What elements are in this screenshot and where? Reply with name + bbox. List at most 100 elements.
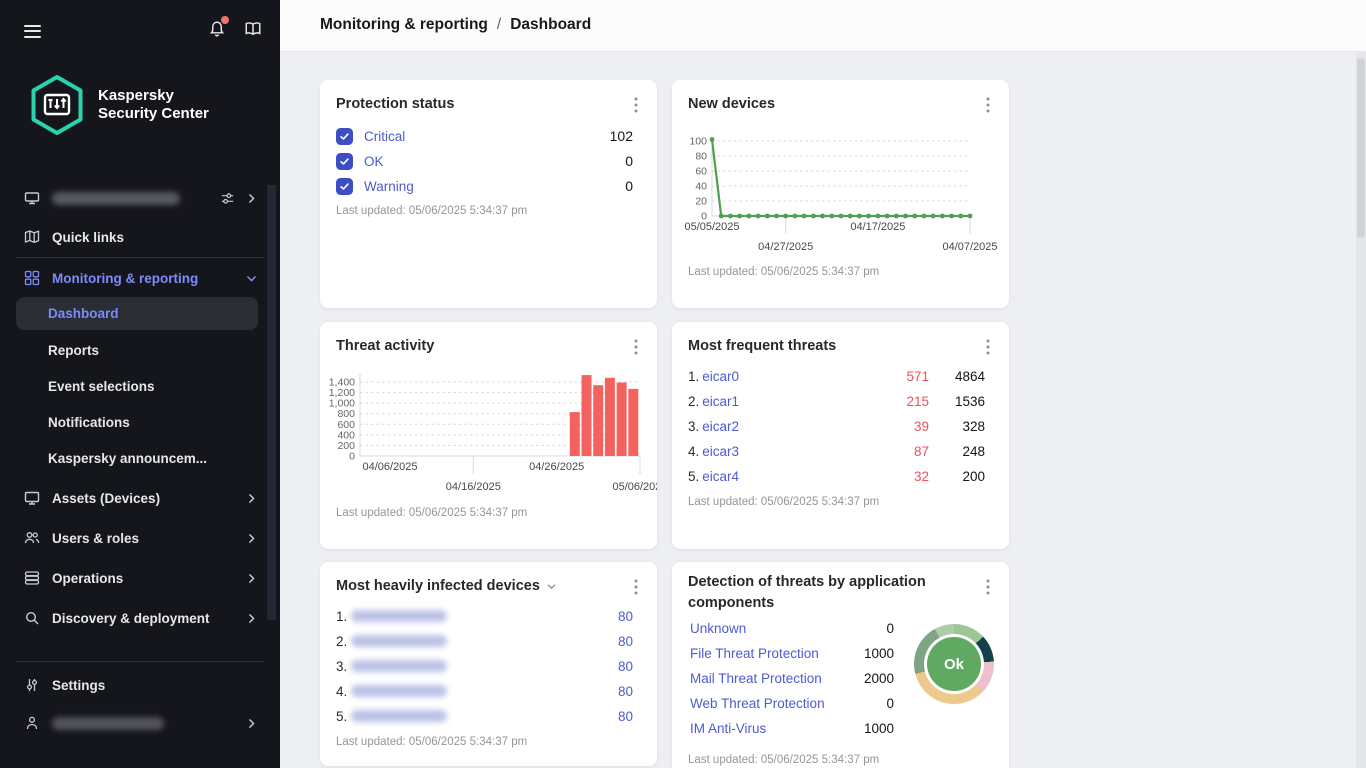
status-link-ok[interactable]: OK	[364, 153, 384, 169]
sidebar-item-operations[interactable]: Operations	[0, 560, 280, 596]
infected-device-row: 4. 80	[336, 679, 633, 703]
sidebar-item-assets-devices[interactable]: Assets (Devices)	[0, 480, 280, 516]
sidebar-item-event-selections[interactable]: Event selections	[0, 368, 280, 404]
sidebar-item-monitoring-reporting[interactable]: Monitoring & reporting	[0, 260, 280, 296]
checkbox-warning[interactable]	[336, 177, 353, 195]
component-link[interactable]: Mail Threat Protection	[690, 670, 822, 686]
threat-link[interactable]: eicar0	[702, 368, 740, 384]
threat-total-count: 248	[962, 443, 985, 459]
sidebar-item-discovery-deployment[interactable]: Discovery & deployment	[0, 600, 280, 636]
breadcrumb-current: Dashboard	[510, 16, 592, 33]
last-updated-text: Last updated: 05/06/2025 5:34:37 pm	[688, 754, 880, 766]
component-link[interactable]: IM Anti-Virus	[690, 720, 767, 736]
svg-text:1,000: 1,000	[329, 398, 355, 410]
sidebar-item-settings[interactable]: Settings	[0, 667, 280, 703]
svg-text:04/06/2025: 04/06/2025	[362, 461, 417, 473]
card-menu-kebab-icon[interactable]	[625, 93, 647, 117]
threat-total-count: 4864	[954, 368, 985, 384]
card-title: Most heavily infected devices	[336, 578, 540, 594]
top-header-bar: Monitoring & reporting / Dashboard	[280, 0, 1366, 52]
svg-text:04/16/2025: 04/16/2025	[446, 481, 501, 493]
infected-device-row: 3. 80	[336, 654, 633, 678]
svg-text:0: 0	[349, 451, 355, 463]
threat-link[interactable]: eicar1	[702, 393, 740, 409]
infected-device-row: 5. 80	[336, 704, 633, 728]
device-threat-count: 80	[617, 608, 633, 624]
svg-text:60: 60	[695, 166, 707, 178]
server-icon	[24, 192, 40, 205]
svg-text:100: 100	[689, 136, 707, 148]
dashboard-grid-icon	[24, 270, 40, 286]
last-updated-text: Last updated: 05/06/2025 5:34:37 pm	[688, 496, 880, 508]
card-threat-activity: Threat activity 0 200 400 600 800 1,000 1,200 1…	[320, 322, 657, 549]
device-name-redacted[interactable]	[351, 610, 448, 622]
status-link-critical[interactable]: Critical	[364, 128, 406, 144]
device-threat-count: 80	[617, 708, 633, 724]
device-name-redacted[interactable]	[351, 685, 448, 697]
threat-row: 3. eicar2 39 328	[688, 414, 985, 438]
device-rank: 4.	[336, 683, 348, 699]
status-link-warning[interactable]: Warning	[364, 178, 414, 194]
component-link[interactable]: File Threat Protection	[690, 645, 819, 661]
component-count: 1000	[863, 720, 894, 736]
title-dropdown-chevron-icon[interactable]	[546, 581, 557, 592]
threat-link[interactable]: eicar4	[702, 468, 740, 484]
sidebar-scrollbar[interactable]	[267, 185, 276, 620]
checkbox-critical[interactable]	[336, 127, 353, 145]
threat-link[interactable]: eicar2	[702, 418, 740, 434]
breadcrumb-parent[interactable]: Monitoring & reporting	[320, 16, 488, 33]
page-scrollbar-thumb[interactable]	[1357, 58, 1365, 238]
card-most-heavily-infected: Most heavily infected devices 1. 80 2. 80 …	[320, 562, 657, 766]
device-name-redacted[interactable]	[351, 660, 448, 672]
card-title: New devices	[688, 96, 776, 112]
status-count: 102	[609, 128, 633, 144]
device-name-redacted[interactable]	[351, 635, 448, 647]
component-count: 1000	[863, 645, 894, 661]
sidebar-item-notifications[interactable]: Notifications	[0, 404, 280, 440]
threat-row: 4. eicar3 87 248	[688, 439, 985, 463]
sidebar-item-server[interactable]	[0, 180, 280, 216]
component-link[interactable]: Unknown	[690, 620, 747, 636]
protection-status-row: Warning 0	[336, 174, 633, 198]
device-name-redacted[interactable]	[351, 710, 448, 722]
sidebar-item-user-account[interactable]	[0, 705, 280, 741]
sidebar-item-label: Settings	[52, 677, 106, 693]
logo-line1: Kaspersky	[98, 87, 174, 104]
map-icon	[24, 230, 40, 243]
chevron-right-icon[interactable]	[245, 192, 258, 205]
page-scrollbar[interactable]	[1356, 52, 1366, 768]
threat-detected-count: 32	[913, 468, 929, 484]
card-menu-kebab-icon[interactable]	[977, 93, 999, 117]
threat-link[interactable]: eicar3	[702, 443, 740, 459]
checkbox-ok[interactable]	[336, 152, 353, 170]
components-donut-chart: Ok	[914, 624, 994, 704]
chevron-right-icon	[249, 573, 255, 583]
kaspersky-hexagon-icon	[31, 75, 83, 135]
donut-status-label: Ok	[927, 637, 981, 691]
status-count: 0	[625, 153, 633, 169]
documentation-book-icon[interactable]	[244, 20, 262, 38]
last-updated-text: Last updated: 05/06/2025 5:34:37 pm	[336, 205, 528, 217]
sidebar-item-kaspersky-announcements[interactable]: Kaspersky announcem...	[0, 440, 280, 476]
sidebar-item-label: Kaspersky announcem...	[48, 450, 208, 466]
hamburger-menu-icon[interactable]	[24, 25, 41, 38]
card-menu-kebab-icon[interactable]	[977, 335, 999, 359]
server-properties-icon[interactable]	[220, 191, 235, 206]
card-menu-kebab-icon[interactable]	[625, 335, 647, 359]
card-menu-kebab-icon[interactable]	[625, 575, 647, 599]
card-menu-kebab-icon[interactable]	[977, 575, 999, 599]
threat-detected-count: 87	[913, 443, 929, 459]
sidebar-selected-highlight	[16, 297, 258, 330]
sidebar-item-users-roles[interactable]: Users & roles	[0, 520, 280, 556]
sidebar-item-quick-links[interactable]: Quick links	[0, 219, 280, 255]
sidebar-item-dashboard[interactable]: Dashboard	[0, 296, 280, 331]
card-new-devices: New devices 0 20 40 60 80 100 05/05/2025 04/27/…	[672, 80, 1009, 308]
component-link[interactable]: Web Threat Protection	[690, 695, 825, 711]
chevron-down-icon[interactable]	[245, 272, 258, 285]
sidebar-item-reports[interactable]: Reports	[0, 332, 280, 368]
card-title: Threat activity	[336, 338, 435, 354]
notifications-bell-icon[interactable]	[208, 16, 229, 38]
card-title: Most frequent threats	[688, 338, 837, 354]
user-icon	[26, 716, 38, 730]
last-updated-text: Last updated: 05/06/2025 5:34:37 pm	[336, 736, 528, 748]
